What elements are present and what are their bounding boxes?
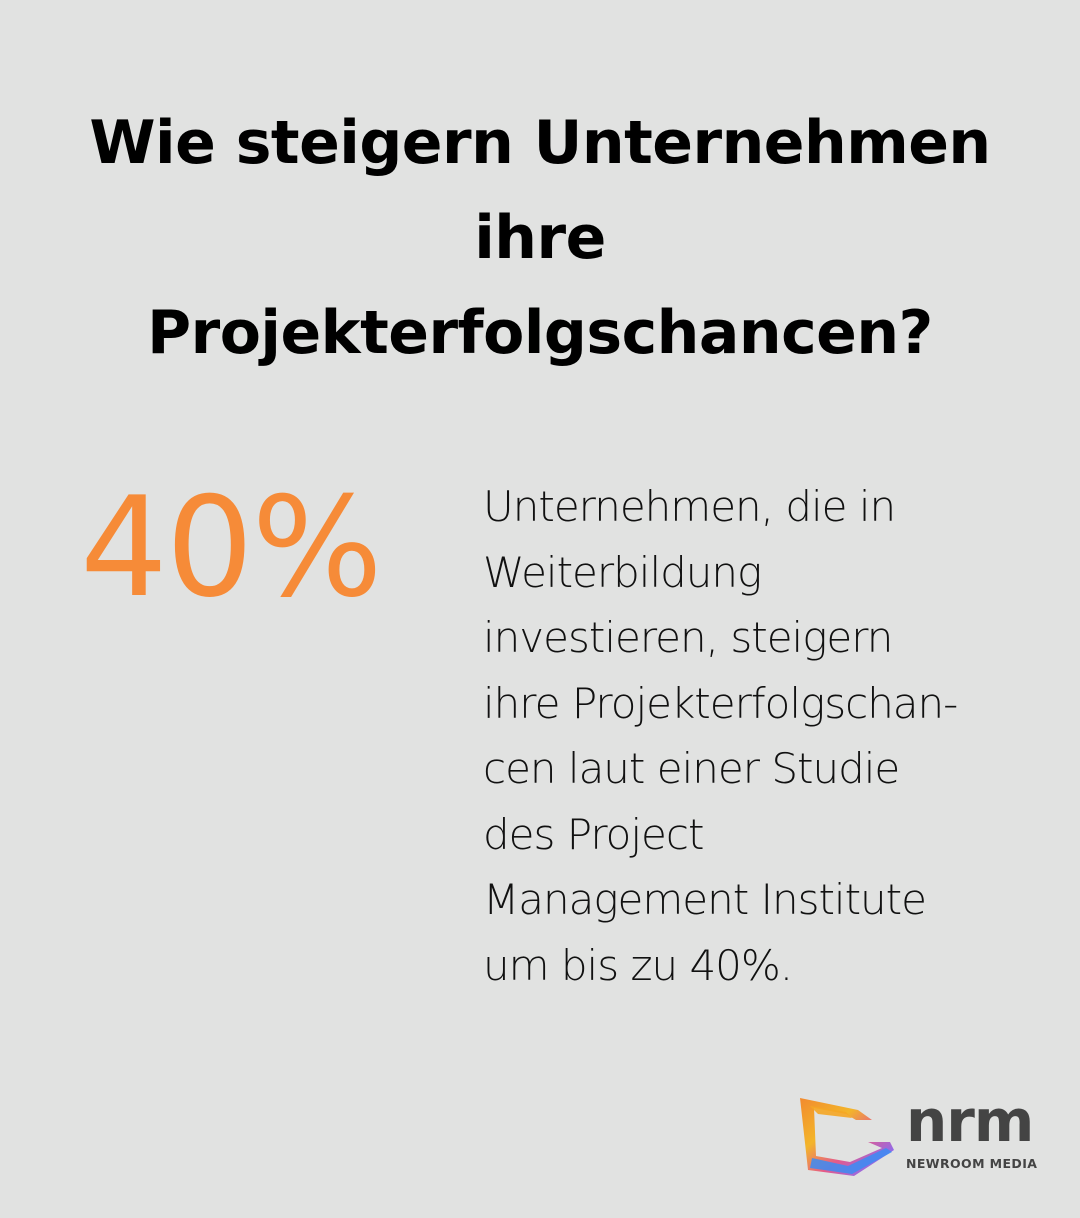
description-line: cen laut einer Studie	[483, 744, 900, 793]
description-line: Management Institute	[483, 875, 927, 924]
description-line: ihre Projekterfolgschan-	[483, 678, 958, 728]
logo-subtitle: NEWROOM MEDIA	[906, 1156, 1038, 1171]
description-line: Weiterbildung	[483, 547, 762, 597]
description-line: um bis zu 40%.	[483, 940, 793, 990]
page-title: Wie steigern Unternehmen ihre Projekterf…	[0, 96, 1080, 381]
description-line: des Project	[483, 809, 704, 859]
stat-value: 40%	[80, 467, 383, 628]
stat-description: Unternehmen, die in Weiterbildung invest…	[483, 474, 1043, 998]
title-line: Projekterfolgschancen?	[147, 298, 933, 368]
brand-logo: nrm NEWROOM MEDIA	[798, 1088, 1048, 1178]
nrm-logo-mark-icon	[800, 1098, 894, 1176]
logo-wordmark: nrm	[906, 1087, 1034, 1155]
description-line: investieren, steigern	[483, 613, 893, 662]
description-line: Unternehmen, die in	[483, 482, 896, 531]
title-line: Wie steigern Unternehmen	[89, 108, 991, 178]
title-line: ihre	[474, 203, 606, 273]
